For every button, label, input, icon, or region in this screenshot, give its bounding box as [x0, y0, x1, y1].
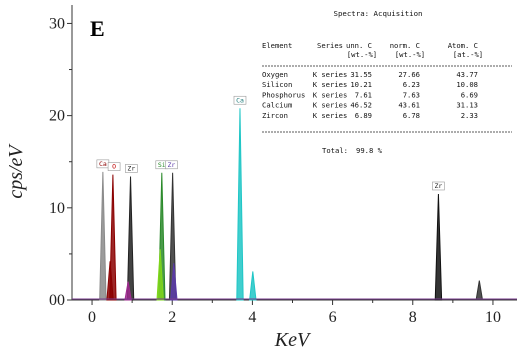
table-cell: 27.66 [398, 70, 420, 79]
table-cell: K series [313, 70, 348, 79]
table-cell: 7.63 [403, 90, 420, 99]
spectrum-peaks [72, 108, 517, 301]
table-header-3: norm. C [390, 41, 420, 50]
table-title: Spectra: Acquisition [334, 9, 423, 18]
table-cell: 10.21 [350, 80, 372, 89]
table-cell: 10.08 [456, 80, 478, 89]
table-header-4: Atom. C [448, 41, 478, 50]
x-tick-label-10: 10 [485, 309, 501, 326]
peak-tag-4: Zr [165, 160, 178, 170]
table-unit-2: [wt.-%] [347, 50, 377, 59]
x-axis-label: KeV [274, 329, 312, 351]
table-unit-3: [wt.-%] [395, 50, 425, 59]
y-tick-label-20: 20 [49, 108, 65, 125]
peak-tag-box [125, 164, 138, 173]
peak-12 [475, 280, 484, 301]
table-unit-4: [at.-%] [453, 50, 483, 59]
peak-tag-text: Ca [99, 160, 107, 168]
table-total-value: 99.8 % [356, 146, 383, 155]
table-cell: 31.55 [350, 70, 372, 79]
table-cell: 31.13 [456, 101, 478, 110]
table-cell: 6.23 [403, 80, 420, 89]
panel-label: E [90, 16, 105, 41]
peak-tag-0: Ca [96, 159, 110, 169]
peak-tag-2: Zr [125, 164, 138, 173]
table-cell: 2.33 [461, 111, 478, 120]
peak-10 [249, 271, 257, 301]
table-cell: 6.78 [403, 111, 420, 120]
peak-6 [156, 249, 164, 301]
axes: 0 2 4 6 8 10 00 10 20 30 [49, 5, 517, 326]
peak-tag-box [233, 95, 247, 105]
table-cell: 6.89 [355, 111, 372, 120]
peak-tag-5: Ca [233, 95, 247, 105]
peak-0 [99, 171, 107, 301]
table-cell: Phosphorus [262, 90, 305, 99]
peak-tag-text: Ca [236, 96, 244, 104]
peak-tag-text: Zr [168, 161, 176, 169]
x-tick-label-0: 0 [88, 309, 96, 326]
peak-9 [236, 108, 244, 301]
table-cell: K series [313, 90, 348, 99]
table-cell: Zircon [262, 111, 288, 120]
x-tick-label-2: 2 [168, 309, 176, 326]
y-tick-label-30: 30 [49, 15, 65, 32]
y-tick-label-10: 10 [49, 200, 65, 217]
peak-tag-text: O [112, 163, 116, 171]
peak-11 [434, 193, 443, 301]
peak-tag-box [107, 162, 121, 171]
table-cell: K series [313, 111, 348, 120]
peak-tag-text: Zr [127, 164, 135, 172]
table-total-label: Total: [322, 146, 348, 155]
table-cell: 7.61 [355, 90, 372, 99]
quantification-table: Spectra: Acquisition Element Series unn. C n… [262, 9, 512, 155]
peak-4 [124, 281, 132, 301]
table-cell: Oxygen [262, 70, 288, 79]
table-header-1: Series [317, 41, 343, 50]
table-header-2: unn. C [346, 41, 372, 50]
table-cell: 6.69 [461, 90, 478, 99]
x-tick-label-8: 8 [409, 309, 417, 326]
table-cell: Silicon [262, 80, 292, 89]
table-cell: 46.52 [350, 101, 372, 110]
table-cell: 43.61 [398, 101, 420, 110]
table-cell: Calcium [262, 101, 292, 110]
peak-3 [126, 176, 135, 301]
peak-tag-text: Zr [435, 182, 443, 190]
table-cell: K series [313, 101, 348, 110]
x-tick-label-4: 4 [248, 309, 256, 326]
peak-tag-text: Si [158, 161, 166, 169]
table-cell: K series [313, 80, 348, 89]
peak-tag-1: O [107, 162, 121, 171]
peak-tag-box [165, 160, 178, 170]
y-axis-label: cps/eV [5, 143, 27, 199]
peak-8 [170, 263, 178, 301]
table-header-0: Element [262, 41, 292, 50]
peak-2 [106, 261, 114, 301]
table-cell: 43.77 [456, 70, 478, 79]
x-tick-label-6: 6 [329, 309, 337, 326]
y-tick-label-00: 00 [49, 292, 65, 309]
peak-tag-6: Zr [432, 181, 445, 191]
peak-tag-box [432, 181, 445, 191]
